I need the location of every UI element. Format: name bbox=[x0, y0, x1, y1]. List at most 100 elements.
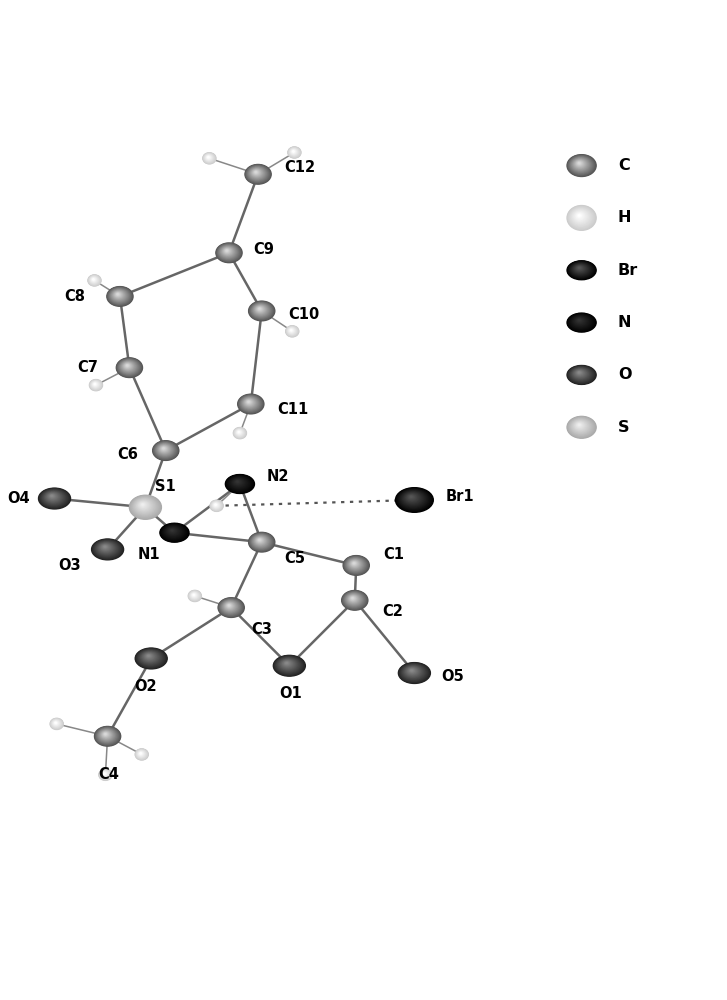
Ellipse shape bbox=[211, 501, 222, 510]
Ellipse shape bbox=[289, 328, 294, 333]
Ellipse shape bbox=[410, 496, 412, 497]
Ellipse shape bbox=[253, 535, 269, 547]
Ellipse shape bbox=[190, 592, 198, 599]
Ellipse shape bbox=[116, 293, 121, 297]
Ellipse shape bbox=[225, 603, 233, 609]
Ellipse shape bbox=[247, 401, 250, 403]
Ellipse shape bbox=[246, 400, 252, 405]
Ellipse shape bbox=[168, 528, 178, 534]
Ellipse shape bbox=[161, 447, 166, 451]
Ellipse shape bbox=[155, 442, 176, 458]
Ellipse shape bbox=[135, 749, 148, 760]
Ellipse shape bbox=[278, 658, 298, 671]
Ellipse shape bbox=[258, 308, 261, 310]
Ellipse shape bbox=[236, 430, 243, 435]
Ellipse shape bbox=[94, 540, 121, 558]
Ellipse shape bbox=[219, 599, 243, 616]
Ellipse shape bbox=[140, 753, 141, 754]
Ellipse shape bbox=[103, 546, 107, 548]
Ellipse shape bbox=[405, 493, 420, 503]
Ellipse shape bbox=[280, 659, 296, 670]
Ellipse shape bbox=[236, 480, 240, 483]
Ellipse shape bbox=[579, 163, 580, 164]
Ellipse shape bbox=[572, 264, 590, 275]
Ellipse shape bbox=[292, 150, 296, 154]
Ellipse shape bbox=[398, 663, 430, 683]
Ellipse shape bbox=[236, 429, 244, 436]
Ellipse shape bbox=[188, 590, 201, 602]
Ellipse shape bbox=[110, 289, 129, 303]
Ellipse shape bbox=[236, 481, 239, 483]
Ellipse shape bbox=[206, 155, 212, 160]
Ellipse shape bbox=[89, 275, 100, 285]
Ellipse shape bbox=[402, 665, 426, 680]
Ellipse shape bbox=[409, 669, 415, 673]
Ellipse shape bbox=[257, 307, 262, 311]
Ellipse shape bbox=[249, 302, 273, 320]
Ellipse shape bbox=[252, 303, 270, 317]
Ellipse shape bbox=[189, 591, 200, 601]
Ellipse shape bbox=[108, 287, 132, 305]
Ellipse shape bbox=[240, 396, 261, 411]
Ellipse shape bbox=[251, 169, 262, 177]
Ellipse shape bbox=[139, 502, 148, 509]
Ellipse shape bbox=[140, 502, 148, 508]
Ellipse shape bbox=[212, 502, 220, 508]
Ellipse shape bbox=[288, 327, 296, 335]
Ellipse shape bbox=[103, 732, 108, 736]
Ellipse shape bbox=[238, 431, 241, 433]
Text: S1: S1 bbox=[156, 479, 176, 494]
Ellipse shape bbox=[291, 149, 297, 155]
Ellipse shape bbox=[248, 167, 267, 180]
Ellipse shape bbox=[403, 665, 424, 679]
Ellipse shape bbox=[408, 495, 416, 500]
Ellipse shape bbox=[94, 383, 97, 386]
Ellipse shape bbox=[292, 150, 295, 153]
Ellipse shape bbox=[287, 327, 297, 335]
Ellipse shape bbox=[572, 210, 588, 224]
Ellipse shape bbox=[351, 597, 355, 600]
Ellipse shape bbox=[133, 498, 157, 516]
Ellipse shape bbox=[148, 655, 149, 656]
Text: Br: Br bbox=[618, 263, 638, 278]
Ellipse shape bbox=[142, 504, 143, 505]
Ellipse shape bbox=[141, 652, 158, 663]
Ellipse shape bbox=[252, 535, 270, 548]
Ellipse shape bbox=[236, 429, 244, 436]
Ellipse shape bbox=[577, 319, 582, 322]
Ellipse shape bbox=[253, 170, 260, 175]
Ellipse shape bbox=[347, 594, 361, 605]
Ellipse shape bbox=[409, 668, 417, 674]
Ellipse shape bbox=[275, 656, 303, 675]
Ellipse shape bbox=[281, 660, 295, 669]
Ellipse shape bbox=[258, 308, 262, 311]
Ellipse shape bbox=[93, 279, 94, 280]
Ellipse shape bbox=[238, 394, 264, 414]
Ellipse shape bbox=[91, 277, 97, 283]
Ellipse shape bbox=[567, 366, 596, 384]
Ellipse shape bbox=[252, 304, 270, 317]
Ellipse shape bbox=[348, 595, 359, 603]
Ellipse shape bbox=[160, 446, 169, 453]
Ellipse shape bbox=[42, 490, 66, 506]
Ellipse shape bbox=[100, 730, 113, 740]
Ellipse shape bbox=[90, 277, 97, 283]
Ellipse shape bbox=[210, 500, 222, 511]
Ellipse shape bbox=[289, 148, 299, 156]
Ellipse shape bbox=[245, 399, 253, 405]
Ellipse shape bbox=[284, 661, 292, 666]
Ellipse shape bbox=[290, 148, 298, 156]
Ellipse shape bbox=[124, 363, 132, 370]
Ellipse shape bbox=[252, 169, 261, 176]
Ellipse shape bbox=[154, 442, 177, 459]
Ellipse shape bbox=[574, 421, 587, 431]
Ellipse shape bbox=[214, 504, 217, 506]
Ellipse shape bbox=[235, 480, 241, 484]
Ellipse shape bbox=[92, 382, 99, 387]
Ellipse shape bbox=[52, 720, 60, 726]
Ellipse shape bbox=[212, 502, 220, 509]
Ellipse shape bbox=[221, 600, 241, 614]
Ellipse shape bbox=[169, 529, 175, 533]
Ellipse shape bbox=[88, 275, 100, 286]
Ellipse shape bbox=[222, 248, 233, 255]
